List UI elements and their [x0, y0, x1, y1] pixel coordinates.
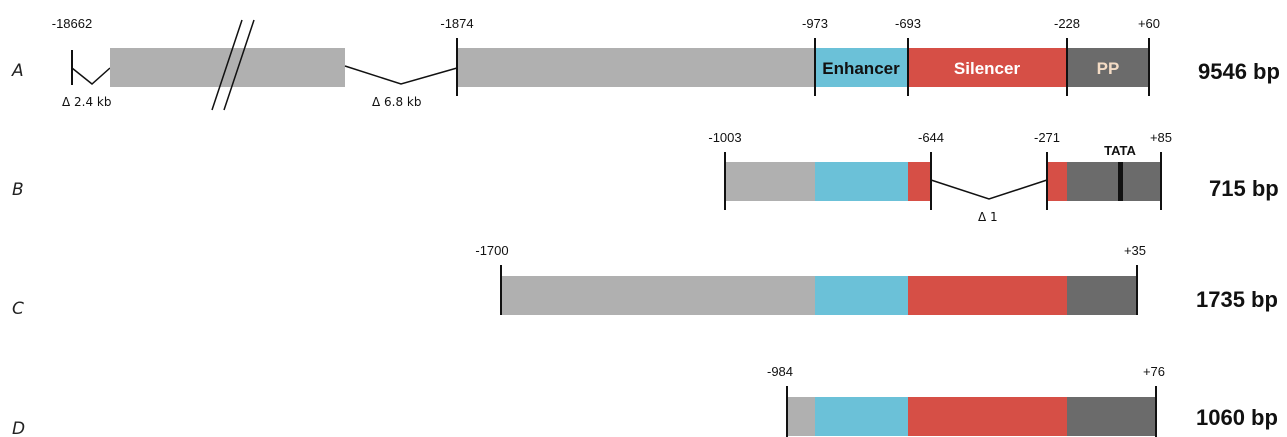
enhancer-region-a	[815, 48, 908, 87]
silencer-region-b1	[908, 162, 931, 201]
construct-b: B Δ 1 TATA -1003 -644 -271 +85 715 bp	[12, 130, 1279, 224]
position-label-d-984: -984	[767, 364, 793, 379]
position-label-a-973: -973	[802, 16, 828, 31]
enhancer-region-d	[815, 397, 908, 436]
deletion-connector-a2	[344, 65, 458, 85]
deletion-connector-b	[930, 179, 1048, 200]
position-label-a-228: -228	[1054, 16, 1080, 31]
construct-d-size: 1060 bp	[1196, 405, 1278, 430]
position-label-a-693: -693	[895, 16, 921, 31]
position-label-b-644: -644	[918, 130, 944, 145]
silencer-region-a	[908, 48, 1067, 87]
position-label-d+76: +76	[1143, 364, 1165, 379]
silencer-region-c	[908, 276, 1067, 315]
position-label-a+60: +60	[1138, 16, 1160, 31]
tata-box-mark	[1118, 162, 1123, 201]
upstream-block-b	[725, 162, 815, 201]
enhancer-region-c	[815, 276, 908, 315]
construct-c: C -1700 +35 1735 bp	[12, 243, 1278, 319]
upstream-block-a1	[110, 48, 345, 87]
deletion-label-a2: Δ 6.8 kb	[372, 95, 422, 109]
construct-a-label: A	[11, 61, 24, 81]
pp-region-d	[1067, 397, 1156, 436]
upstream-block-a2	[457, 48, 815, 87]
deletion-label-b: Δ 1	[978, 210, 998, 224]
construct-a: A Δ 2.4 kb Δ 6.8 kb Enhancer Silencer PP…	[11, 16, 1280, 111]
construct-a-size: 9546 bp	[1198, 59, 1280, 84]
enhancer-label: Enhancer	[822, 59, 900, 78]
position-label-a-1874: -1874	[440, 16, 473, 31]
silencer-region-b2	[1047, 162, 1067, 201]
deletion-connector-a1	[71, 67, 111, 85]
pp-region-a	[1067, 48, 1149, 87]
enhancer-region-b	[815, 162, 908, 201]
upstream-block-d	[787, 397, 815, 436]
construct-c-label: C	[12, 299, 24, 319]
construct-c-size: 1735 bp	[1196, 287, 1278, 312]
pp-region-c	[1067, 276, 1137, 315]
pp-region-b	[1067, 162, 1161, 201]
silencer-region-d	[908, 397, 1067, 436]
position-label-c+35: +35	[1124, 243, 1146, 258]
silencer-label: Silencer	[954, 59, 1021, 78]
construct-b-label: B	[12, 180, 24, 200]
construct-d: D -984 +76 1060 bp	[12, 364, 1278, 437]
construct-b-size: 715 bp	[1209, 176, 1279, 201]
position-label-a-18662: -18662	[52, 16, 92, 31]
position-label-b-1003: -1003	[708, 130, 741, 145]
break-mark-right	[223, 19, 255, 111]
tata-label: TATA	[1104, 143, 1136, 158]
break-mark-left	[211, 19, 243, 111]
deletion-label-a1: Δ 2.4 kb	[62, 95, 112, 109]
upstream-block-c	[501, 276, 815, 315]
construct-d-label: D	[12, 419, 25, 437]
pp-label: PP	[1097, 59, 1120, 78]
position-label-b+85: +85	[1150, 130, 1172, 145]
position-label-b-271: -271	[1034, 130, 1060, 145]
position-label-c-1700: -1700	[475, 243, 508, 258]
